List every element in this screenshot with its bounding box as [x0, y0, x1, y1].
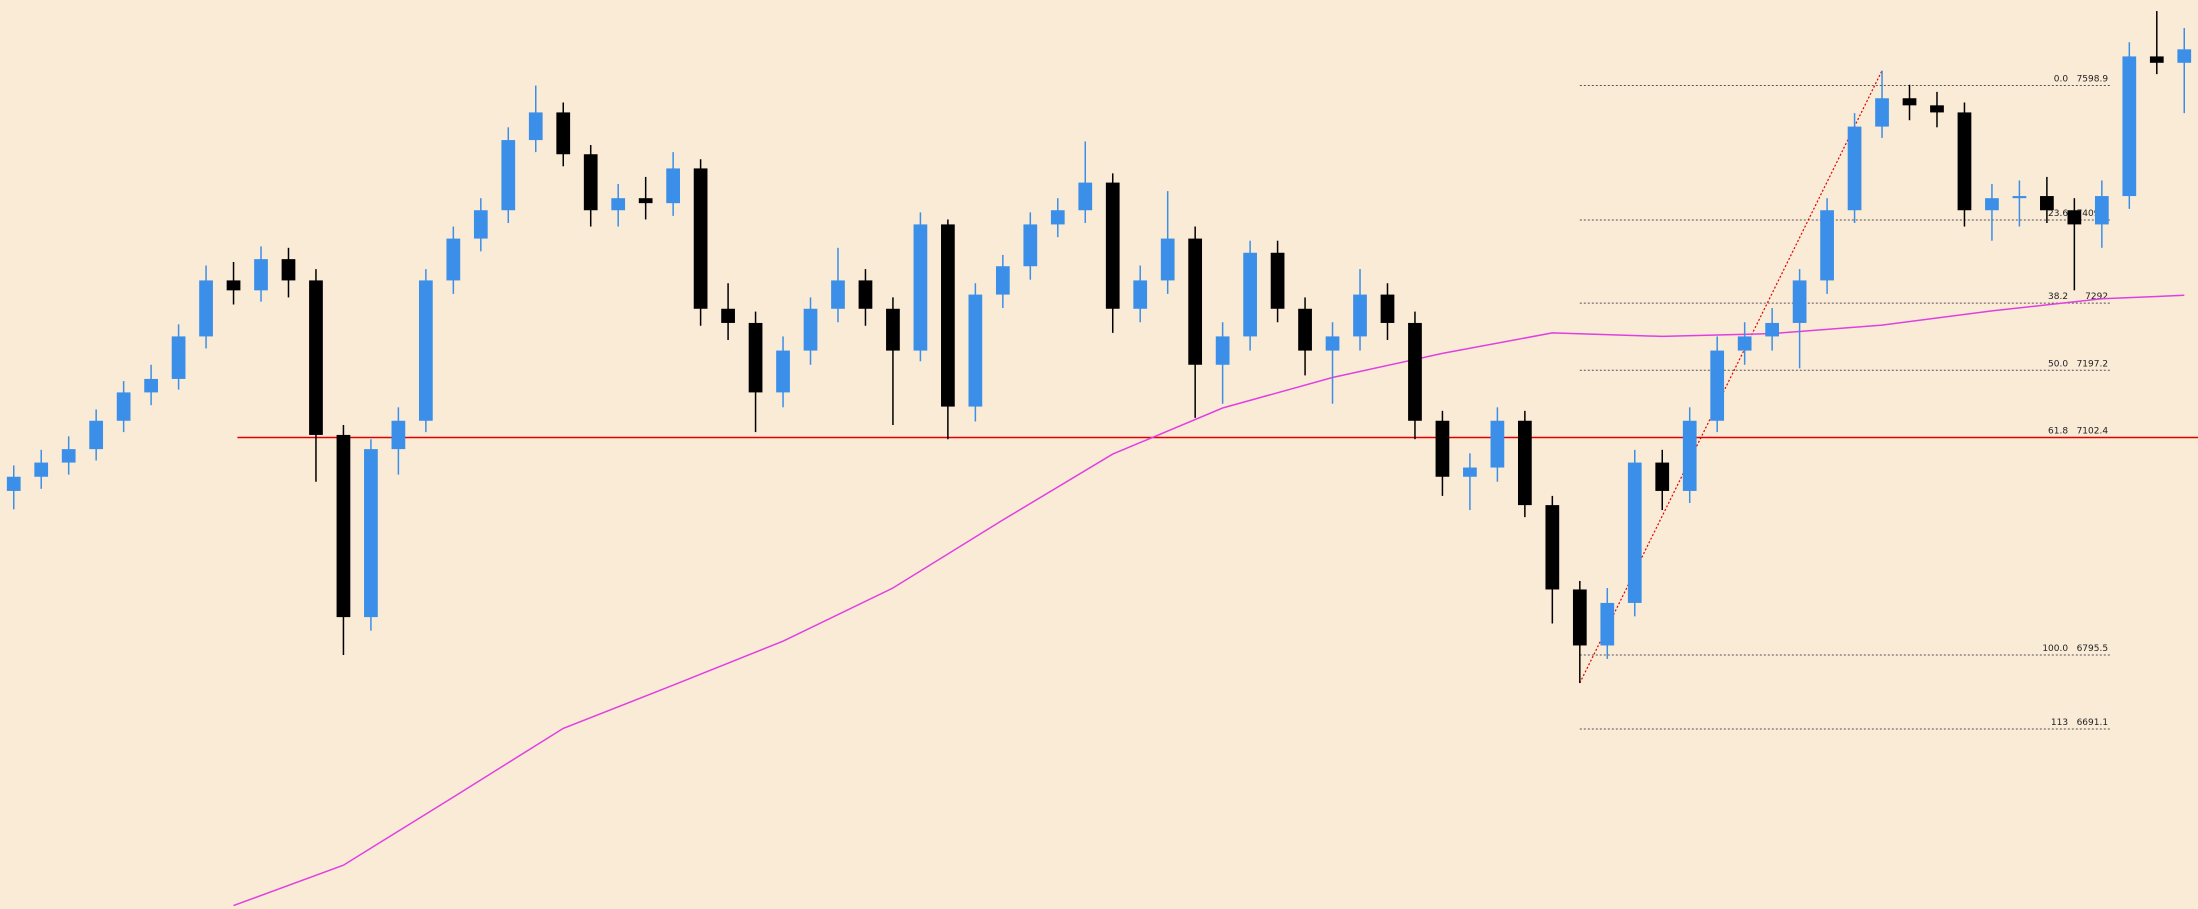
candle-body [1105, 182, 1120, 309]
fib-ratio-label: 23.6 [2048, 209, 2068, 219]
candle-body [1023, 224, 1038, 267]
candle-body [1050, 210, 1065, 225]
candle-body [1682, 420, 1697, 491]
candle-body [1792, 280, 1807, 323]
candle-body [1957, 112, 1972, 211]
candle-body [1215, 336, 1230, 365]
candle-body [501, 140, 516, 211]
candle-body [1380, 294, 1395, 323]
candle-body [556, 112, 571, 155]
candle-body [34, 462, 49, 477]
candle-body [803, 308, 818, 351]
candle-body [1572, 589, 1587, 646]
candle-body [666, 168, 681, 204]
candle-body [995, 266, 1010, 295]
candle-body [1902, 98, 1917, 106]
trend-line [1579, 70, 1883, 684]
candle-body [1490, 420, 1505, 468]
candle-body [1875, 98, 1889, 127]
candle-body [336, 434, 351, 618]
candle-body [721, 308, 735, 323]
candle-body [199, 280, 213, 337]
candle-body [61, 449, 76, 463]
candle-body [1188, 238, 1203, 365]
candle-body [2177, 49, 2192, 63]
candle-body [89, 420, 104, 450]
candle-body [638, 198, 653, 204]
fib-price-label: 7409.3 [2077, 209, 2109, 219]
candle-body [1298, 308, 1312, 351]
candle-body [968, 294, 983, 407]
candle-body [226, 280, 241, 291]
candle-body [1600, 602, 1615, 646]
candle-body [1545, 505, 1560, 590]
moving-average [233, 294, 2185, 907]
candle-body [1737, 336, 1752, 351]
candle-body [2122, 56, 2137, 197]
candle-body [1160, 238, 1175, 281]
candle-body [418, 280, 433, 421]
fib-ratio-label: 61.8 [2048, 426, 2068, 436]
candle-body [1847, 126, 1862, 211]
candle-body [2040, 196, 2054, 211]
candle-body [1325, 336, 1340, 351]
fib-price-label: 7292 [2085, 292, 2108, 302]
candle-body [1408, 322, 1422, 421]
fib-price-label: 7102.4 [2077, 426, 2109, 436]
fib-ratio-label: 50.0 [2048, 359, 2068, 369]
candle-body [1655, 462, 1670, 491]
candle-body [2012, 196, 2027, 199]
candle-body [1353, 294, 1367, 337]
candle-body [1820, 210, 1834, 281]
candle-body [391, 420, 406, 450]
fib-price-label: 7598.9 [2077, 75, 2109, 85]
candle-body [913, 224, 928, 351]
candle-body [886, 308, 900, 351]
candle-body [1765, 322, 1780, 337]
fib-ratio-label: 113 [2051, 718, 2068, 728]
candle-body [1985, 198, 1999, 211]
candle-body [528, 112, 543, 141]
candle-body [2094, 196, 2109, 225]
candle-body [446, 238, 461, 281]
candle-body [1517, 420, 1532, 506]
candle-body [1930, 105, 1944, 113]
candle-body [309, 280, 323, 435]
candle-body [281, 259, 296, 281]
candle-body [858, 280, 873, 309]
candle-body [116, 392, 131, 421]
candle-body [2149, 56, 2164, 63]
candle-body [1710, 350, 1725, 421]
candle-body [831, 280, 845, 309]
candle-body [776, 350, 790, 393]
candle-body [473, 210, 488, 239]
candle-body [1627, 462, 1642, 603]
candle-body [254, 259, 268, 291]
candle-body [941, 224, 955, 407]
fib-ratio-label: 0.0 [2054, 75, 2069, 85]
candle-body [1078, 182, 1093, 211]
candle-body [611, 198, 626, 211]
candle-body [693, 168, 708, 309]
candle-body [583, 154, 598, 211]
fib-price-label: 6691.1 [2077, 718, 2109, 728]
candle-body [1243, 252, 1257, 337]
candle-body [1133, 280, 1148, 309]
fib-price-label: 6795.5 [2077, 644, 2109, 654]
candle-body [1435, 420, 1450, 477]
fib-ratio-label: 38.2 [2048, 292, 2068, 302]
fib-ratio-label: 100.0 [2042, 644, 2068, 654]
candle-body [748, 322, 763, 393]
candle-body [144, 378, 158, 393]
candle-body [171, 336, 186, 379]
candle-body [364, 449, 378, 618]
candle-body [2067, 210, 2082, 225]
candle-body [1270, 252, 1285, 309]
candle-body [1463, 467, 1477, 477]
candle-body [6, 476, 21, 491]
fib-price-label: 7197.2 [2077, 359, 2109, 369]
